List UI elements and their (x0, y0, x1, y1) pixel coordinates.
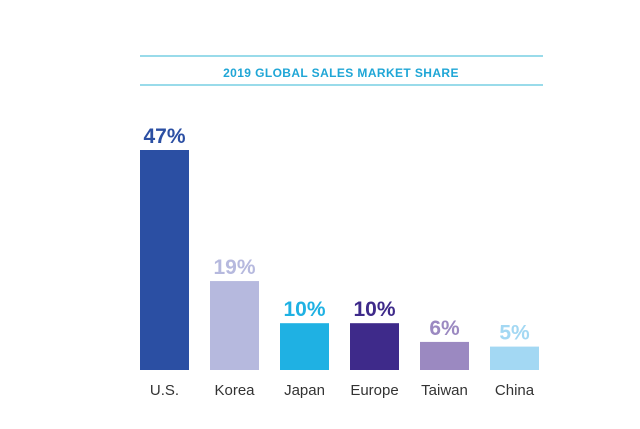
category-label-u-s: U.S. (150, 382, 179, 399)
value-label-korea: 19% (213, 256, 255, 279)
bar-europe (350, 323, 399, 370)
category-label-japan: Japan (284, 382, 325, 399)
category-label-korea: Korea (214, 382, 255, 399)
value-label-u-s: 47% (143, 125, 185, 148)
bar-korea (210, 281, 259, 370)
value-label-europe: 10% (353, 298, 395, 321)
category-label-china: China (495, 382, 535, 399)
value-labels-group: 47% 19% 10% 10% 6% 5% (143, 125, 530, 345)
bars-group (140, 150, 539, 370)
category-label-europe: Europe (350, 382, 398, 399)
category-label-taiwan: Taiwan (421, 382, 468, 399)
bar-u-s (140, 150, 189, 370)
chart-title: 2019 GLOBAL SALES MARKET SHARE (223, 66, 459, 80)
value-label-japan: 10% (283, 298, 325, 321)
value-label-taiwan: 6% (429, 317, 460, 340)
value-label-china: 5% (499, 322, 530, 345)
bar-china (490, 346, 539, 370)
bar-japan (280, 323, 329, 370)
category-labels-group: U.S. Korea Japan Europe Taiwan China (150, 382, 535, 399)
bar-taiwan (420, 341, 469, 370)
